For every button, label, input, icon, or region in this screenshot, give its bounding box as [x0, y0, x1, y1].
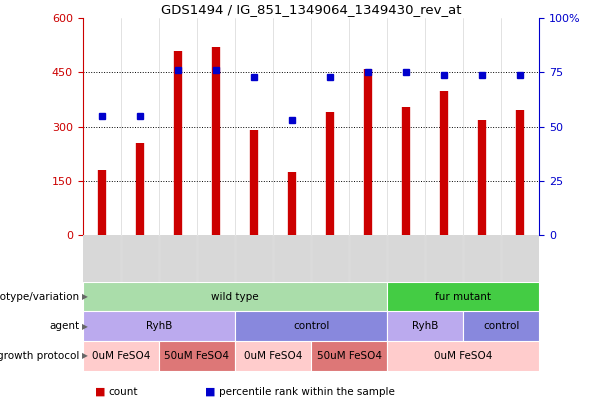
- Title: GDS1494 / IG_851_1349064_1349430_rev_at: GDS1494 / IG_851_1349064_1349430_rev_at: [161, 3, 462, 16]
- Text: 0uM FeSO4: 0uM FeSO4: [91, 351, 150, 361]
- Text: ▶: ▶: [82, 292, 88, 301]
- Text: ▶: ▶: [82, 351, 88, 360]
- Text: genotype/variation: genotype/variation: [0, 292, 80, 302]
- Bar: [311, 341, 387, 371]
- Bar: [235, 341, 311, 371]
- Bar: [387, 311, 463, 341]
- Bar: [387, 341, 539, 371]
- Bar: [463, 311, 539, 341]
- Text: 50uM FeSO4: 50uM FeSO4: [317, 351, 382, 361]
- Text: fur mutant: fur mutant: [435, 292, 492, 302]
- Text: 0uM FeSO4: 0uM FeSO4: [244, 351, 302, 361]
- Text: count: count: [109, 387, 138, 397]
- Text: 50uM FeSO4: 50uM FeSO4: [164, 351, 229, 361]
- Text: control: control: [483, 321, 520, 331]
- Text: percentile rank within the sample: percentile rank within the sample: [219, 387, 395, 397]
- Bar: [83, 311, 235, 341]
- Bar: [235, 311, 387, 341]
- Text: 0uM FeSO4: 0uM FeSO4: [434, 351, 492, 361]
- Bar: [159, 341, 235, 371]
- Text: growth protocol: growth protocol: [0, 351, 80, 361]
- Bar: [83, 282, 387, 311]
- Text: control: control: [293, 321, 329, 331]
- Text: ■: ■: [95, 387, 105, 397]
- Bar: [387, 282, 539, 311]
- Bar: [83, 341, 159, 371]
- Text: ■: ■: [205, 387, 216, 397]
- Text: agent: agent: [50, 321, 80, 331]
- Text: RyhB: RyhB: [146, 321, 172, 331]
- Text: wild type: wild type: [211, 292, 259, 302]
- Text: RyhB: RyhB: [412, 321, 438, 331]
- Text: ▶: ▶: [82, 322, 88, 331]
